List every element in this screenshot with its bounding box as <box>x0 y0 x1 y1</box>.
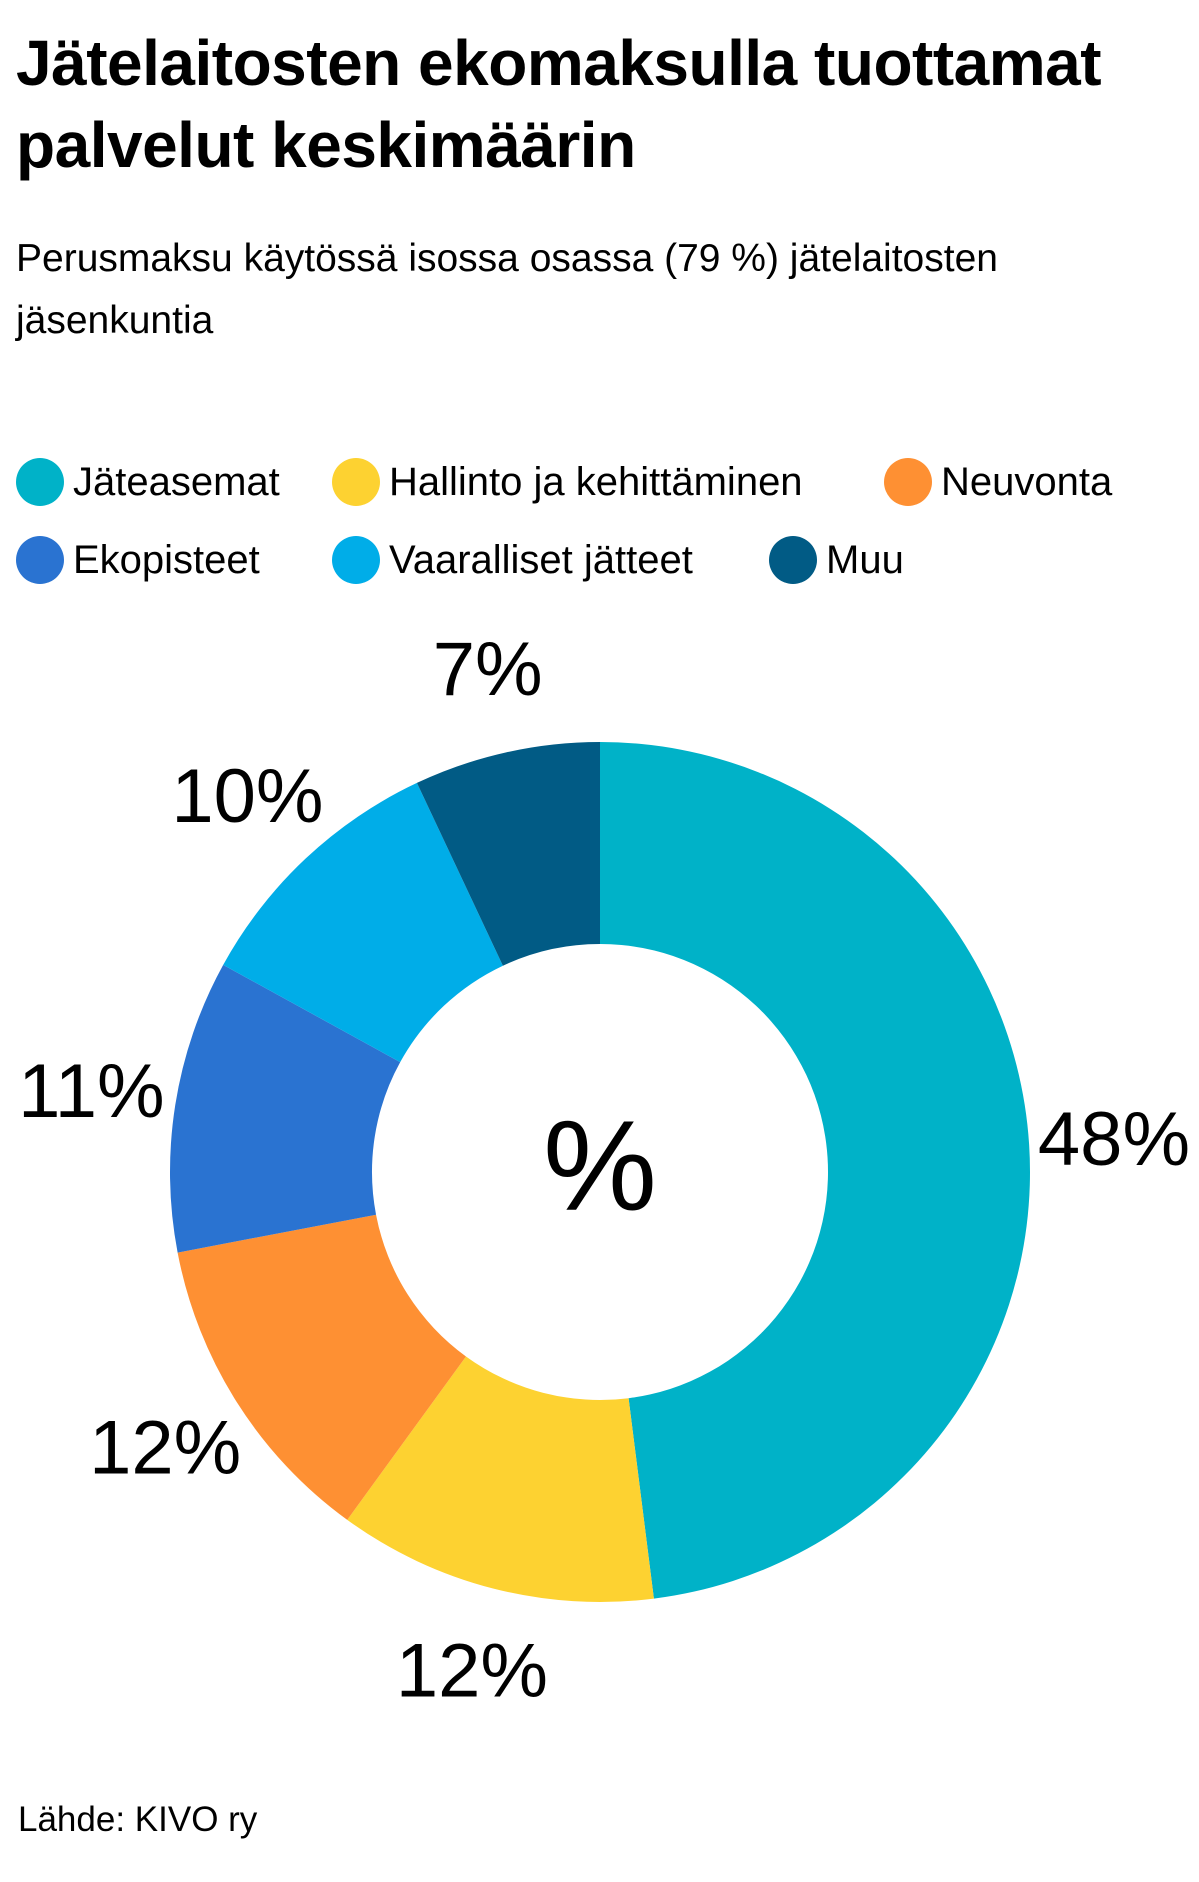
legend-swatch <box>769 536 817 584</box>
donut-slice-1 <box>600 742 1031 1599</box>
slice-value-label-3: 12% <box>89 1405 241 1490</box>
legend-item-jateasemat: Jäteasemat <box>16 452 280 512</box>
chart-source: Lähde: KIVO ry <box>18 1800 258 1839</box>
donut-slice-2 <box>347 1356 654 1602</box>
legend-label: Jäteasemat <box>73 460 280 504</box>
legend-label: Muu <box>826 538 904 582</box>
legend-label: Ekopisteet <box>73 538 260 582</box>
donut-center-label: % <box>543 1095 657 1238</box>
slice-value-label-2: 12% <box>396 1628 548 1713</box>
chart-subtitle: Perusmaksu käytössä isossa osassa (79 %)… <box>16 237 998 342</box>
legend-item-ekopisteet: Ekopisteet <box>16 530 260 590</box>
slice-value-label-4: 11% <box>18 1049 164 1134</box>
slice-value-labels: 48% 12% 12% 11% 10% 7% <box>18 627 1190 1713</box>
legend-swatch <box>332 536 380 584</box>
legend-item-muu: Muu <box>769 530 904 590</box>
donut-slice-4 <box>170 964 401 1253</box>
legend-label: Hallinto ja kehittäminen <box>389 460 803 504</box>
donut-slice-5 <box>223 782 503 1063</box>
slice-value-label-1: 48% <box>1038 1097 1190 1182</box>
donut-slices <box>170 742 1031 1602</box>
donut-slice-3 <box>177 1214 466 1520</box>
chart-title: Jätelaitosten ekomaksulla tuottamat palv… <box>16 27 1102 181</box>
legend-item-neuvonta: Neuvonta <box>884 452 1112 512</box>
legend-item-vaaralliset: Vaaralliset jätteet <box>332 530 693 590</box>
legend-swatch <box>884 458 932 506</box>
slice-value-label-6: 7% <box>433 627 543 712</box>
slice-value-label-5: 10% <box>171 754 323 839</box>
legend-swatch <box>332 458 380 506</box>
legend-swatch <box>16 458 64 506</box>
legend-label: Vaaralliset jätteet <box>389 538 693 582</box>
legend-swatch <box>16 536 64 584</box>
donut-slice-6 <box>416 742 600 966</box>
legend-label: Neuvonta <box>941 460 1113 504</box>
legend-item-hallinto: Hallinto ja kehittäminen <box>332 452 803 512</box>
